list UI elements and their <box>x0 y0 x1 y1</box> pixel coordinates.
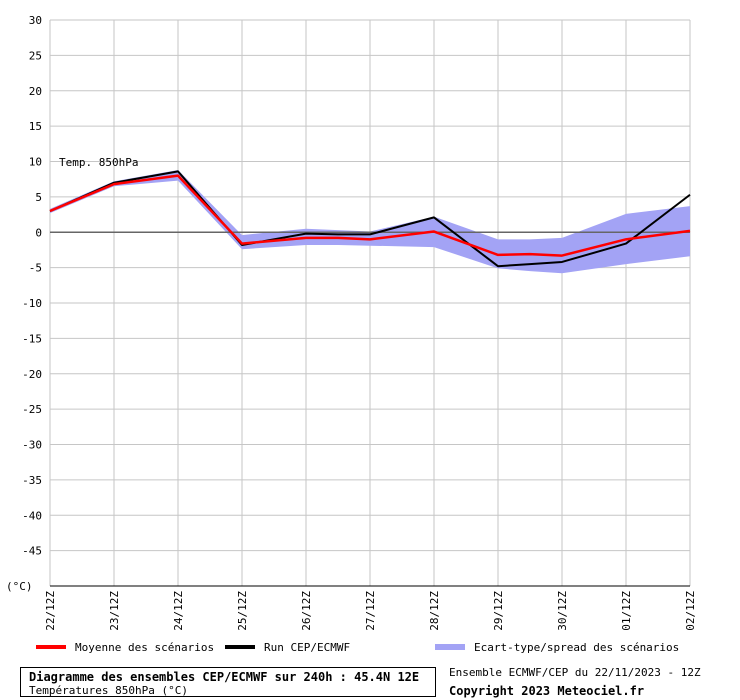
y-unit-label: (°C) <box>6 580 33 593</box>
spread-band <box>50 169 690 274</box>
x-tick-label: 01/12Z <box>620 591 633 631</box>
x-tick-label: 23/12Z <box>108 591 121 631</box>
x-tick-label: 30/12Z <box>556 591 569 631</box>
y-tick-label: -40 <box>22 509 42 522</box>
y-tick-label: 20 <box>29 85 42 98</box>
x-tick-label: 27/12Z <box>364 591 377 631</box>
caption-box: Diagramme des ensembles CEP/ECMWF sur 24… <box>20 667 436 697</box>
legend-run: Run CEP/ECMWF <box>225 640 350 654</box>
mean-series <box>49 174 691 257</box>
y-tick-label: -10 <box>22 297 42 310</box>
x-tick-label: 22/12Z <box>44 591 57 631</box>
y-tick-label: 30 <box>29 14 42 27</box>
legend-spread-label: Ecart-type/spread des scénarios <box>474 640 680 654</box>
y-tick-label: -35 <box>22 474 42 487</box>
y-tick-label: -5 <box>29 262 42 275</box>
legend-mean-label: Moyenne des scénarios <box>75 640 215 654</box>
grid <box>49 19 691 587</box>
y-tick-label: 0 <box>35 226 42 239</box>
run-series <box>49 170 691 268</box>
y-tick-label: -45 <box>22 545 42 558</box>
legend-run-swatch <box>225 645 255 649</box>
x-tick-label: 25/12Z <box>236 591 249 631</box>
x-tick-label: 02/12Z <box>684 591 697 631</box>
temperature-chart: 30 25 20 15 10 5 0 -5 -10 -15 -20 -25 -30 -35 -40 -45 2… <box>6 14 697 631</box>
legend-spread: Ecart-type/spread des scénarios <box>435 640 679 654</box>
caption-title: Diagramme des ensembles CEP/ECMWF sur 24… <box>29 670 420 684</box>
caption-subtitle: Températures 850hPa (°C) <box>29 684 188 697</box>
x-tick-label: 28/12Z <box>428 591 441 631</box>
y-tick-label: -20 <box>22 368 42 381</box>
y-tick-label: 25 <box>29 49 42 62</box>
x-tick-label: 29/12Z <box>492 591 505 631</box>
run-line <box>49 170 691 268</box>
x-tick-labels: 22/12Z 23/12Z 24/12Z 25/12Z 26/12Z 27/12Z 28/1… <box>44 591 697 631</box>
legend-run-label: Run CEP/ECMWF <box>264 640 351 654</box>
legend-mean: Moyenne des scénarios <box>36 640 214 654</box>
y-tick-label: 5 <box>35 191 42 204</box>
y-tick-label: -25 <box>22 403 42 416</box>
y-tick-labels: 30 25 20 15 10 5 0 -5 -10 -15 -20 -25 -30 -35 -40 -45 <box>22 14 42 558</box>
copyright: Copyright 2023 Meteociel.fr <box>449 684 645 698</box>
y-tick-label: 15 <box>29 120 42 133</box>
y-tick-label: -30 <box>22 439 42 452</box>
y-tick-label: 10 <box>29 156 42 169</box>
run-info: Ensemble ECMWF/CEP du 22/11/2023 - 12Z <box>449 666 701 679</box>
spread-band-series <box>50 169 690 274</box>
annotation-label: Temp. 850hPa <box>59 156 138 169</box>
x-tick-label: 24/12Z <box>172 591 185 631</box>
y-tick-label: -15 <box>22 332 42 345</box>
x-tick-label: 26/12Z <box>300 591 313 631</box>
legend-spread-swatch <box>435 644 465 650</box>
mean-line <box>49 174 691 257</box>
legend-mean-swatch <box>36 645 66 649</box>
